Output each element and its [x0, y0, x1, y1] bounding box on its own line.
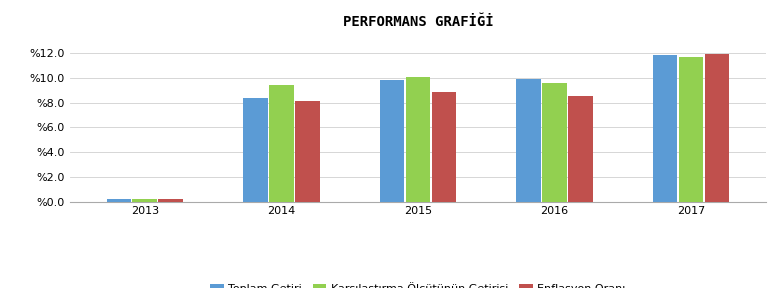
Bar: [107, 199, 131, 202]
Bar: [406, 77, 430, 202]
Bar: [132, 198, 157, 202]
Bar: [653, 55, 677, 202]
Bar: [568, 96, 593, 202]
Bar: [295, 101, 320, 202]
Bar: [269, 85, 293, 202]
Bar: [432, 92, 456, 202]
Bar: [705, 54, 729, 202]
Bar: [380, 80, 404, 202]
Legend: Toplam Getiri, Karşılaştırma Ölçütünün Getirisi, Enflasyon Oranı: Toplam Getiri, Karşılaştırma Ölçütünün G…: [206, 277, 630, 288]
Bar: [159, 199, 183, 202]
Bar: [243, 98, 268, 202]
Bar: [516, 79, 541, 202]
Bar: [543, 84, 567, 202]
Bar: [679, 56, 704, 202]
Title: PERFORMANS GRAFİĞİ: PERFORMANS GRAFİĞİ: [343, 15, 493, 29]
